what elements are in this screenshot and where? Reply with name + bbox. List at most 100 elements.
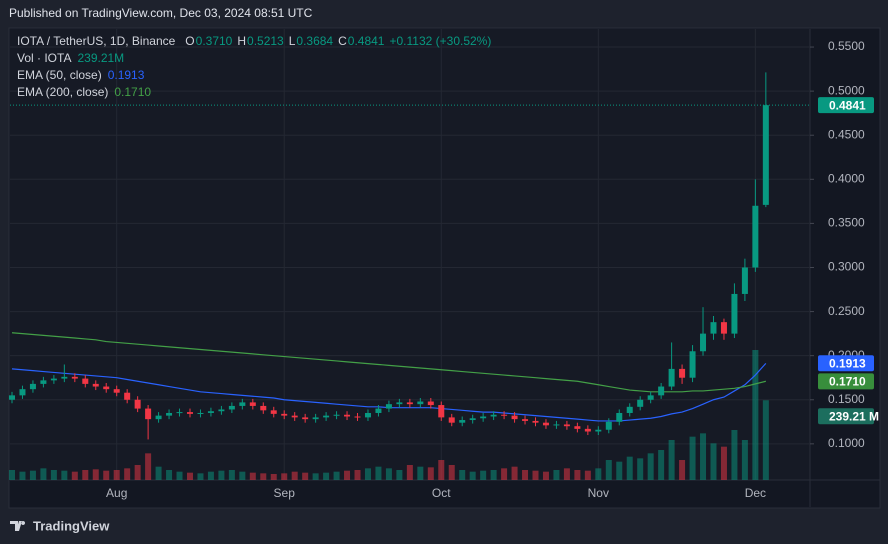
candle-body [700,333,707,352]
candle-body [522,419,529,421]
candle-body [584,428,591,432]
volume-bar [218,470,225,480]
candle-body [134,399,141,409]
candle-body [323,415,330,418]
volume-bar [302,472,309,480]
candle-body [679,368,686,378]
candle-body [270,410,277,414]
volume-bar [406,465,413,480]
volume-bar [584,470,591,480]
candle-body [731,293,738,334]
price-tag [818,373,874,390]
volume-bar [166,470,173,480]
volume-bar [532,470,539,480]
candle-body [40,380,47,384]
legend-text: EMA (200, close) [17,85,108,99]
volume-bar [469,471,476,480]
volume-bar [291,471,298,480]
volume-bar [40,468,47,480]
price-tag-label: 0.1710 [829,375,866,389]
candle-body [720,322,727,334]
candle-body [50,378,57,381]
volume-bar [522,470,529,480]
volume-bar [281,473,288,480]
volume-bar [155,466,162,480]
candle-body [689,351,696,378]
price-tag-label: 239.21 M [829,409,879,423]
candle-body [511,415,518,420]
volume-bar [354,470,361,480]
candle-body [71,376,78,379]
volume-bar [364,468,371,480]
y-tick-label: 0.5500 [828,39,865,53]
volume-bar [29,470,36,480]
volume-bar [542,471,549,480]
candle-body [658,386,665,396]
volume-bar [595,468,602,480]
legend-text: 0.3684 [296,34,333,48]
volume-bar [637,458,644,480]
volume-bar [344,470,351,480]
legend-text: O [185,34,194,48]
candle-body [637,399,644,407]
legend-value: 0.1913 [108,68,145,82]
volume-bar [50,470,57,480]
legend-text: L [289,34,296,48]
candle-body [385,404,392,409]
candle-body [218,409,225,412]
volume-bar [260,473,267,480]
volume-bar [689,436,696,480]
volume-bar [186,472,193,480]
volume-bar [176,471,183,480]
y-tick-label: 0.2500 [828,304,865,318]
volume-bar [511,466,518,480]
volume-bar [501,468,508,480]
volume-bar [385,468,392,480]
volume-bar [553,470,560,480]
legend-text: EMA (50, close) [17,68,102,82]
candle-body [542,422,549,426]
candle-body [239,402,246,406]
legend-text: 0.4841 [348,34,385,48]
volume-bar [228,470,235,480]
y-tick-label: 0.3000 [828,260,865,274]
y-tick-label: 0.1000 [828,436,865,450]
y-tick-label: 0.5000 [828,83,865,97]
volume-bar [762,400,769,480]
price-tag [818,408,874,425]
candle-body [333,414,340,416]
x-tick-label: Dec [745,486,766,500]
volume-layer [9,350,769,480]
volume-bar [448,465,455,480]
candle-body [291,415,298,418]
volume-bar [438,460,445,480]
candle-body [396,402,403,405]
volume-bar [375,466,382,480]
candle-body [448,417,455,423]
candle-body [344,414,351,417]
volume-bar [574,470,581,480]
candle-body [260,405,267,411]
volume-bar [741,440,748,480]
candle-body [668,368,675,387]
legend-value: 239.21M [77,51,124,65]
candle-body [417,401,424,405]
candle-body [19,389,26,396]
volume-bar [9,470,15,480]
volume-bar [658,450,665,480]
volume-bar [427,467,434,480]
candle-body [741,267,748,294]
candle-body [438,405,445,418]
candle-body [574,426,581,429]
candle-body [312,417,319,420]
volume-bar [333,471,340,480]
volume-bar [71,471,78,480]
candle-body [92,383,99,387]
candle-body [762,105,769,205]
volume-bar [19,471,26,480]
volume-bar [459,470,466,480]
volume-bar [563,468,570,480]
legend: IOTA / TetherUS, 1D, Binance O 0.3710 H 0.52… [17,34,491,99]
